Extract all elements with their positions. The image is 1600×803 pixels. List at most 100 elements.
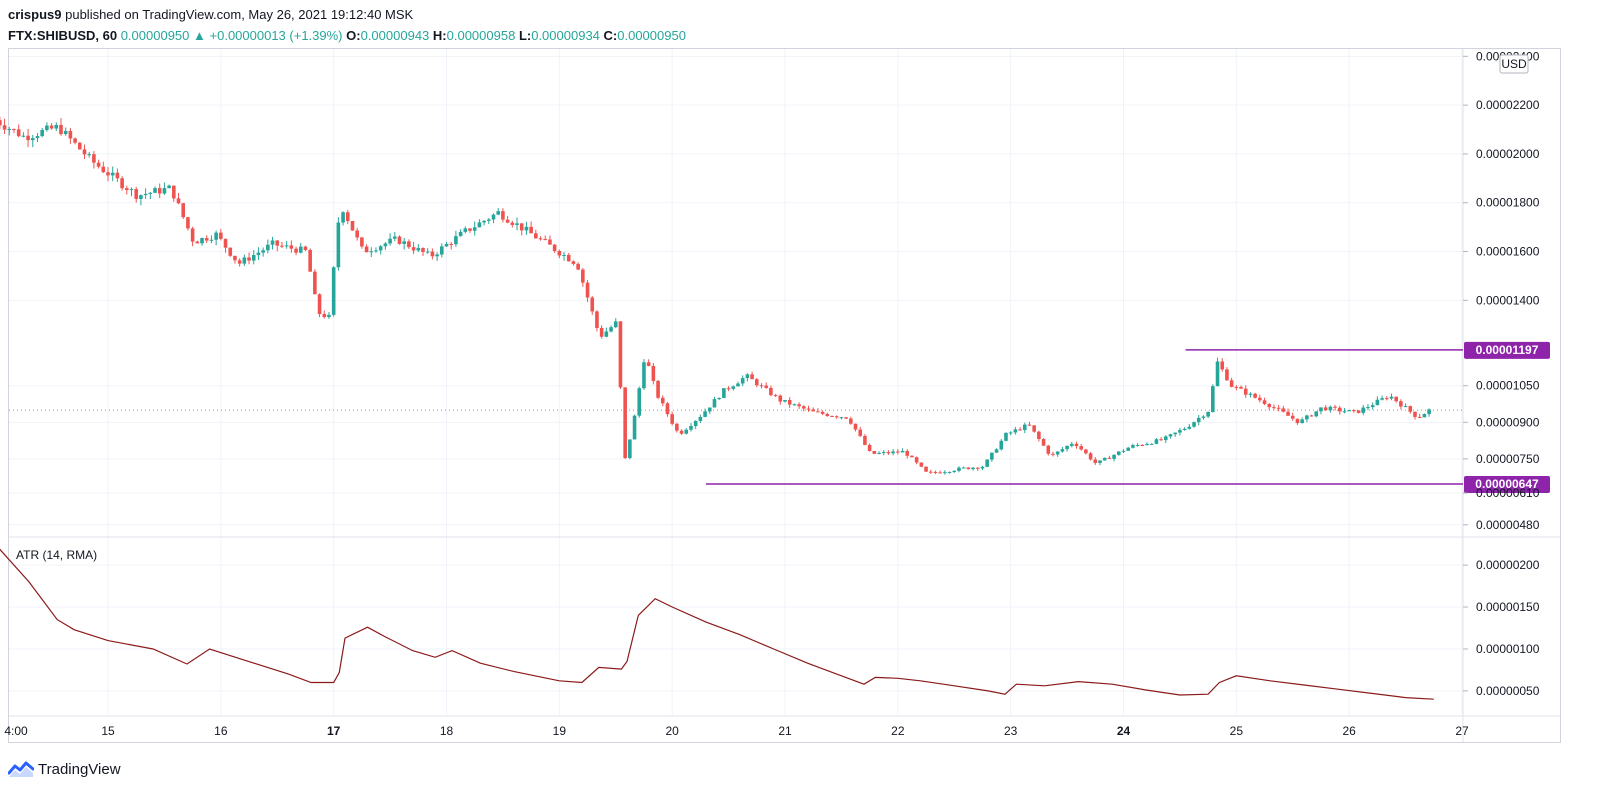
atr-tick-label: 0.00000200: [1476, 558, 1540, 572]
candle-down: [905, 450, 910, 456]
candle-up: [943, 472, 947, 474]
time-axis[interactable]: 4:00 15 16 17 18 19 20 21 22 23 24 25 26 27: [4, 724, 1469, 738]
candle-down: [1253, 393, 1257, 398]
candle-up: [637, 388, 642, 416]
chart-frame[interactable]: [8, 48, 1561, 743]
candle-up: [990, 452, 994, 460]
candle-up: [1055, 451, 1060, 455]
candle-up: [7, 129, 12, 131]
candle-down: [16, 129, 21, 137]
candle-up: [1389, 396, 1394, 399]
candle-up: [524, 226, 529, 231]
candle-up: [402, 241, 406, 244]
candle-up: [341, 212, 345, 223]
candle-down: [543, 238, 548, 240]
candle-down: [1084, 449, 1088, 454]
candle-down: [849, 418, 853, 424]
price-tick-label: 0.00000610: [1476, 486, 1540, 500]
candle-up: [298, 246, 303, 253]
candle-down: [1018, 429, 1022, 431]
candle-down: [176, 198, 181, 204]
candle-up: [444, 244, 449, 247]
candle-up: [1347, 410, 1351, 412]
candle-up: [1215, 361, 1220, 387]
candle-up: [482, 220, 486, 223]
candle-down: [275, 240, 280, 246]
candle-down: [759, 385, 764, 387]
candle-up: [994, 449, 999, 453]
candle-down: [364, 246, 369, 253]
candle-up: [87, 154, 91, 156]
time-tick-label: 23: [1004, 724, 1018, 738]
candle-down: [1107, 457, 1112, 459]
candle-down: [247, 257, 251, 261]
candle-up: [971, 467, 975, 470]
candle-up: [1187, 426, 1192, 429]
candle-down: [1093, 459, 1098, 463]
candle-up: [167, 185, 171, 189]
candle-down: [303, 246, 308, 250]
candle-down: [228, 247, 233, 256]
candle-down: [867, 444, 872, 452]
candle-up: [1004, 432, 1008, 441]
price-axis[interactable]: 0.00000480 0.00000610 0.00000750 0.00000900…: [1463, 49, 1540, 532]
candle-down: [802, 406, 806, 409]
candle-down: [1225, 369, 1229, 381]
level-price-badge[interactable]: [1464, 341, 1550, 359]
candle-down: [670, 414, 674, 424]
candle-down: [1243, 388, 1248, 395]
candle-up: [1361, 407, 1366, 413]
candle-up: [980, 466, 985, 469]
publish-line: crispus9 published on TradingView.com, M…: [8, 4, 686, 25]
candle-down: [1337, 407, 1342, 412]
candle-down: [853, 423, 858, 430]
candle-down: [322, 314, 327, 318]
candle-up: [684, 429, 689, 434]
candle-down: [82, 149, 87, 155]
candle-up: [1112, 454, 1116, 459]
candle-down: [204, 238, 209, 241]
candle-up: [1135, 444, 1140, 446]
candle-down: [313, 271, 317, 295]
candle-down: [350, 221, 355, 231]
candle-down: [769, 387, 773, 396]
candle-down: [1037, 431, 1041, 439]
candle-down: [280, 245, 284, 247]
tradingview-brand[interactable]: TradingView: [38, 760, 121, 778]
level-price-badge[interactable]: [1464, 476, 1550, 494]
candle-up: [54, 124, 59, 129]
candle-down: [49, 125, 54, 129]
candle-down: [190, 228, 195, 242]
candle-down: [77, 142, 82, 150]
candle-down: [914, 457, 919, 463]
price-tick-label: 0.00002000: [1476, 147, 1540, 161]
candle-up: [162, 188, 167, 194]
candle-up: [1178, 430, 1182, 433]
candle-down: [1286, 411, 1290, 416]
candle-up: [1427, 409, 1431, 415]
candle-down: [1229, 380, 1234, 387]
author-name[interactable]: crispus9: [8, 7, 62, 22]
candle-down: [125, 188, 129, 191]
symbol-label: FTX:SHIBUSD, 60: [8, 28, 118, 43]
price-tick-label: 0.00002200: [1476, 98, 1540, 112]
candle-up: [632, 415, 637, 440]
currency-badge[interactable]: USD: [1499, 54, 1529, 74]
high-value: 0.00000958: [446, 28, 516, 43]
candle-down: [501, 211, 505, 220]
price-tick-label: 0.00001600: [1476, 245, 1540, 259]
atr-title: ATR (14, RMA): [16, 548, 97, 562]
candle-down: [430, 251, 435, 257]
candle-down: [1333, 406, 1337, 408]
price-tick-label: 0.00000750: [1476, 452, 1540, 466]
candle-up: [1342, 411, 1347, 413]
candle-down: [1290, 415, 1295, 419]
atr-axis[interactable]: 0.00000050 0.00000100 0.00000150 0.00000200: [1463, 558, 1540, 698]
time-tick-label: 20: [665, 724, 679, 738]
price-tick-label: 0.00000900: [1476, 415, 1540, 429]
candle-up: [642, 362, 646, 389]
candle-up: [110, 172, 115, 176]
candle-down: [830, 415, 834, 417]
candle-up: [1305, 415, 1309, 420]
